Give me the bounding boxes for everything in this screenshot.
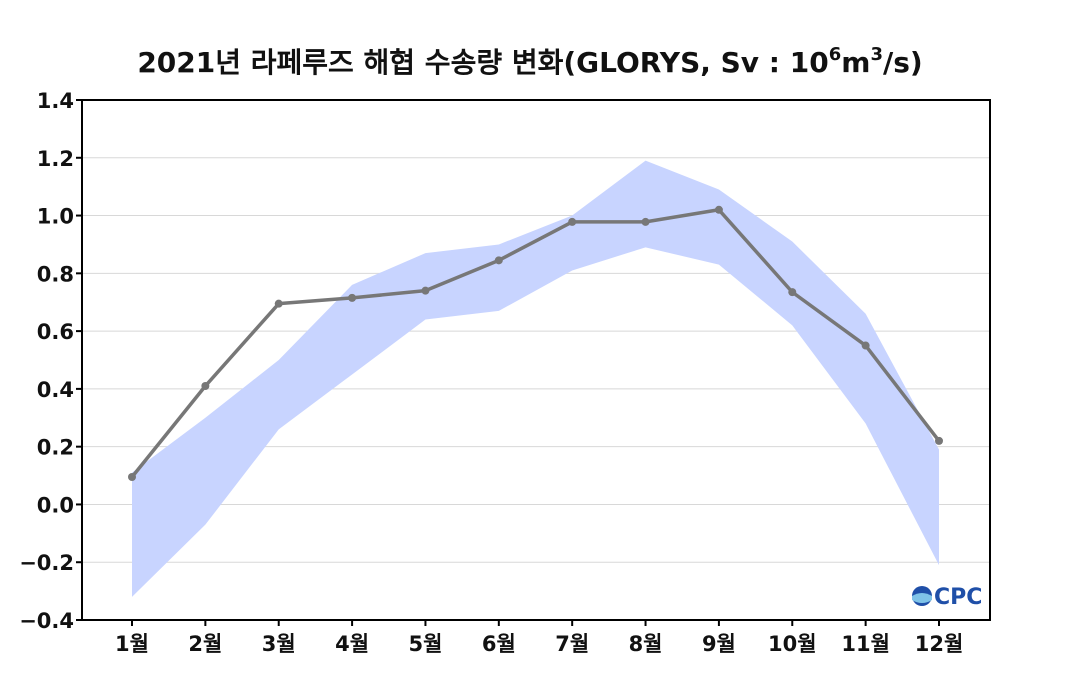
y-tick-label: 1.0: [37, 205, 74, 229]
x-tick-label: 9월: [702, 632, 736, 656]
chart-title: 2021년 라페루즈 해협 수송량 변화(GLORYS, Sv : 106m3/…: [137, 44, 922, 79]
y-tick-label: 0.6: [37, 320, 74, 344]
y-tick-label: 0.0: [37, 493, 74, 517]
series-line: [130, 208, 941, 479]
y-tick-label: 1.2: [37, 147, 74, 171]
x-tick-label: 2월: [188, 632, 222, 656]
x-tick-label: 1월: [115, 632, 149, 656]
data-point: [568, 217, 577, 226]
data-point: [714, 205, 723, 214]
data-point: [348, 293, 357, 302]
data-point: [861, 341, 870, 350]
x-tick-label: 4월: [335, 632, 369, 656]
ocpc-logo: CPC: [912, 585, 982, 610]
data-point: [935, 436, 943, 445]
series-polyline: [130, 208, 941, 479]
data-point: [274, 299, 283, 308]
y-tick-label: −0.2: [19, 551, 74, 575]
x-tick-label: 8월: [629, 632, 663, 656]
x-tick-label: 10월: [768, 632, 817, 656]
x-tick-label: 12월: [915, 632, 964, 656]
data-point: [641, 217, 650, 226]
plot-frame: [81, 99, 991, 621]
x-tick-label: 6월: [482, 632, 516, 656]
y-tick-label: 0.8: [37, 262, 74, 286]
data-points: [128, 205, 943, 481]
data-point: [128, 473, 136, 481]
y-axis-ticks: 1.4 1.2 1.0 0.8 0.6 0.4 0.2 0.0 −0.2 −0.4: [19, 89, 82, 633]
logo-wave-icon: [912, 593, 932, 603]
data-point: [788, 288, 797, 297]
x-tick-label: 3월: [262, 632, 296, 656]
data-point: [201, 382, 210, 390]
data-point: [494, 256, 503, 265]
data-point: [421, 286, 430, 295]
x-tick-label: 7월: [555, 632, 589, 656]
x-tick-label: 5월: [408, 632, 442, 656]
x-tick-label: 11월: [841, 632, 890, 656]
y-tick-label: 0.4: [37, 378, 74, 402]
x-axis-ticks: 1월 2월 3월 4월 5월 6월 7월 8월 9월 10월 11월 12월: [115, 620, 963, 656]
logo-text: CPC: [934, 585, 982, 610]
y-tick-label: −0.4: [19, 609, 74, 633]
y-tick-label: 1.4: [37, 89, 74, 113]
y-tick-label: 0.2: [37, 436, 74, 460]
range-band: [132, 160, 939, 597]
range-band-area: [132, 160, 939, 597]
